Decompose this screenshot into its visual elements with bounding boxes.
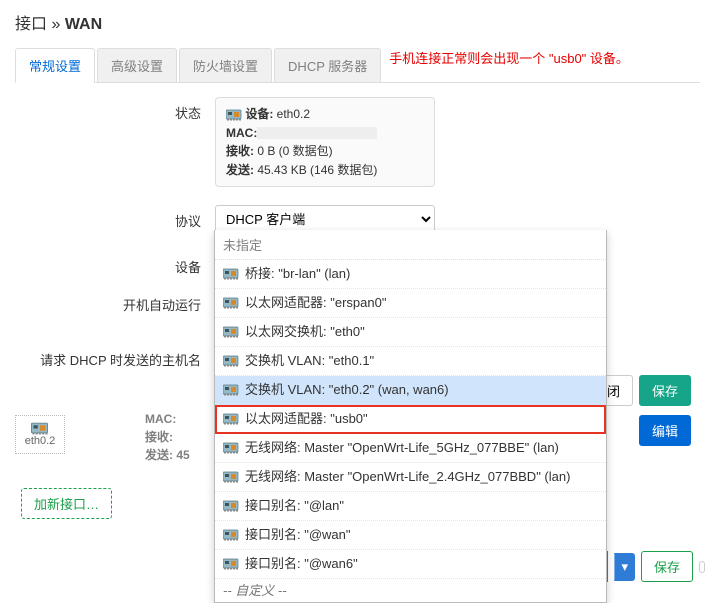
tab-dhcp-server[interactable]: DHCP 服务器: [274, 48, 381, 82]
label-autostart: 开机自动运行: [15, 289, 215, 314]
dropdown-item[interactable]: 以太网适配器: "usb0": [215, 405, 606, 434]
dropdown-item-label: 接口别名: "@wan6": [245, 555, 358, 573]
tab-firewall[interactable]: 防火墙设置: [179, 48, 272, 82]
dropdown-item-label: 交换机 VLAN: "eth0.1": [245, 352, 374, 370]
label-dhcp-hostname: 请求 DHCP 时发送的主机名: [15, 344, 215, 369]
nic-icon: [223, 500, 239, 512]
status-box: 设备: eth0.2 MAC: 接收: 0 B (0 数据包) 发送: 45.4…: [215, 97, 435, 187]
dropdown-item[interactable]: 以太网交换机: "eth0": [215, 318, 606, 347]
tabs: 常规设置 高级设置 防火墙设置 DHCP 服务器 手机连接正常则会出现一个 "u…: [15, 48, 700, 83]
dropdown-header: 未指定: [215, 230, 606, 260]
breadcrumb-seg1: 接口: [15, 16, 47, 33]
nic-icon: [223, 268, 239, 280]
dropdown-item[interactable]: 交换机 VLAN: "eth0.1": [215, 347, 606, 376]
dropdown-item-label: 以太网适配器: "usb0": [245, 410, 368, 428]
annotation-top: 手机连接正常则会出现一个 "usb0" 设备。: [389, 48, 629, 82]
nic-icon: [223, 558, 239, 570]
dropdown-item[interactable]: 桥接: "br-lan" (lan): [215, 260, 606, 289]
dropdown-item-label: 桥接: "br-lan" (lan): [245, 265, 350, 283]
dropdown-custom-input[interactable]: [223, 583, 598, 598]
dropdown-item-label: 交换机 VLAN: "eth0.2" (wan, wan6): [245, 381, 449, 399]
apply-menu-button[interactable]: ▾: [614, 553, 635, 581]
breadcrumb-seg2: WAN: [65, 16, 102, 33]
breadcrumb-sep: »: [47, 16, 65, 33]
add-interface-button[interactable]: 加新接口…: [21, 488, 112, 519]
nic-icon: [31, 422, 49, 435]
nic-icon: [223, 326, 239, 338]
dropdown-item[interactable]: 无线网络: Master "OpenWrt-Life_5GHz_077BBE" …: [215, 434, 606, 463]
bg-interface-card: eth0.2: [15, 415, 65, 454]
tab-general[interactable]: 常规设置: [15, 48, 95, 83]
dropdown-item-label: 无线网络: Master "OpenWrt-Life_2.4GHz_077BBD…: [245, 468, 570, 486]
dropdown-item-label: 无线网络: Master "OpenWrt-Life_5GHz_077BBE" …: [245, 439, 559, 457]
nic-icon: [223, 442, 239, 454]
reset-button-partial[interactable]: [699, 561, 705, 573]
dropdown-custom-row: [215, 579, 606, 602]
tab-advanced[interactable]: 高级设置: [97, 48, 177, 82]
breadcrumb: 接口 » WAN: [15, 10, 700, 34]
save-page-button[interactable]: 保存: [641, 551, 693, 582]
dropdown-item-label: 以太网交换机: "eth0": [245, 323, 365, 341]
device-dropdown: 未指定 桥接: "br-lan" (lan) 以太网适配器: "erspan0" 以…: [214, 230, 607, 603]
dropdown-item-label: 以太网适配器: "erspan0": [245, 294, 386, 312]
nic-icon: [223, 384, 239, 396]
edit-button[interactable]: 编辑: [639, 415, 691, 446]
nic-icon: [223, 413, 239, 425]
nic-icon: [223, 529, 239, 541]
dropdown-item[interactable]: 接口别名: "@lan": [215, 492, 606, 521]
dropdown-item[interactable]: 接口别名: "@wan6": [215, 550, 606, 579]
save-button[interactable]: 保存: [639, 375, 691, 406]
dropdown-item-label: 接口别名: "@wan": [245, 526, 351, 544]
label-device: 设备: [15, 251, 215, 276]
label-protocol: 协议: [15, 205, 215, 230]
label-status: 状态: [15, 97, 215, 122]
dropdown-item[interactable]: 交换机 VLAN: "eth0.2" (wan, wan6): [215, 376, 606, 405]
dropdown-item-label: 接口别名: "@lan": [245, 497, 344, 515]
dropdown-item[interactable]: 接口别名: "@wan": [215, 521, 606, 550]
dropdown-item[interactable]: 以太网适配器: "erspan0": [215, 289, 606, 318]
dropdown-item[interactable]: 无线网络: Master "OpenWrt-Life_2.4GHz_077BBD…: [215, 463, 606, 492]
nic-icon: [226, 109, 242, 121]
nic-icon: [223, 471, 239, 483]
nic-icon: [223, 297, 239, 309]
nic-icon: [223, 355, 239, 367]
